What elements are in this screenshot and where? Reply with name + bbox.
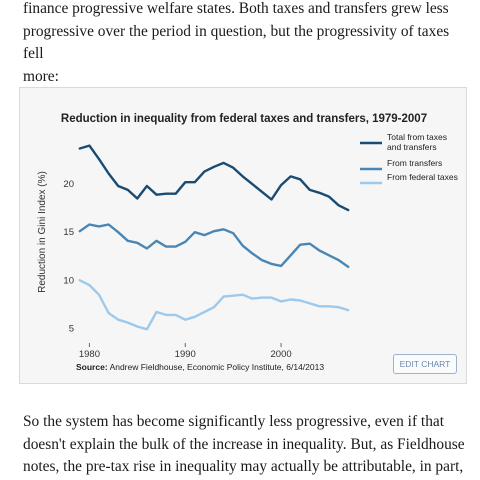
y-tick-label: 5 [69,323,74,334]
series-line-2 [78,223,350,269]
y-axis-label: Reduction in Gini Index (%) [37,171,48,293]
article-paragraph-top: finance progressive welfare states. Both… [23,0,468,88]
source-label: Source: [76,362,108,372]
chart-container: Reduction in inequality from federal tax… [19,87,467,384]
legend-label: From transfers [387,158,442,168]
legend-label: Total from taxes [387,132,447,142]
article-line: So the system has become significantly l… [23,413,445,430]
y-tick-label: 10 [63,275,74,286]
line-chart: Reduction in inequality from federal tax… [37,113,458,360]
y-tick-label: 20 [63,179,74,190]
source-credit: Source: Andrew Fieldhouse, Economic Poli… [76,362,324,372]
x-tick-label: 2000 [271,349,292,360]
axis-layer: 5 10 15 20 1980 1990 2000 [63,179,291,360]
article-line: notes, the pre-tax rise in inequality ma… [23,458,464,475]
article-line: progressive over the period in question,… [23,22,450,63]
x-tick-label: 1980 [79,349,100,360]
legend-label: and transfers [387,142,437,152]
series-lines [78,144,350,331]
series-line-1 [78,144,350,212]
article-line: doesn't explain the bulk of the increase… [23,435,465,453]
series-line-3 [78,279,350,331]
edit-chart-button[interactable]: EDIT CHART [393,354,457,374]
article-line: more: [23,67,59,85]
source-text: Andrew Fieldhouse, Economic Policy Insti… [109,362,325,372]
y-tick-label: 15 [63,227,74,238]
chart-title: Reduction in inequality from federal tax… [61,113,427,125]
article-paragraph-bottom: So the system has become significantly l… [23,411,468,479]
x-tick-label: 1990 [175,349,196,360]
legend-label: From federal taxes [387,172,458,182]
article-line: finance progressive welfare states. Both… [23,0,449,17]
